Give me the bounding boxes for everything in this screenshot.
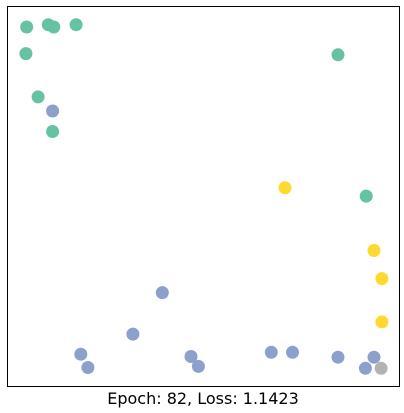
data-point-green [20, 20, 34, 34]
data-point-blue [358, 361, 372, 375]
plot-area [7, 6, 400, 387]
data-point-yellow [367, 244, 381, 257]
data-point-green [69, 18, 83, 32]
data-point-green [331, 48, 345, 62]
data-point-blue [331, 350, 345, 364]
data-point-green [19, 47, 33, 61]
data-point-blue [155, 286, 169, 300]
data-point-blue [286, 345, 299, 359]
data-point-blue [74, 347, 88, 361]
x-axis-label: Epoch: 82, Loss: 1.1423 [107, 389, 299, 408]
data-point-gray [374, 361, 388, 375]
data-point-green [31, 90, 45, 104]
data-point-green [359, 189, 373, 203]
data-point-green [47, 20, 61, 34]
data-point-blue [46, 104, 60, 118]
data-point-blue [264, 345, 278, 359]
data-point-yellow [278, 181, 292, 195]
data-point-yellow [375, 272, 389, 286]
points-layer [19, 18, 389, 375]
data-point-blue [184, 350, 198, 363]
data-point-blue [81, 361, 95, 374]
data-point-blue [191, 359, 205, 373]
data-point-blue [126, 327, 140, 341]
data-point-blue [367, 350, 381, 364]
data-point-green [46, 125, 60, 138]
data-point-yellow [375, 315, 389, 329]
